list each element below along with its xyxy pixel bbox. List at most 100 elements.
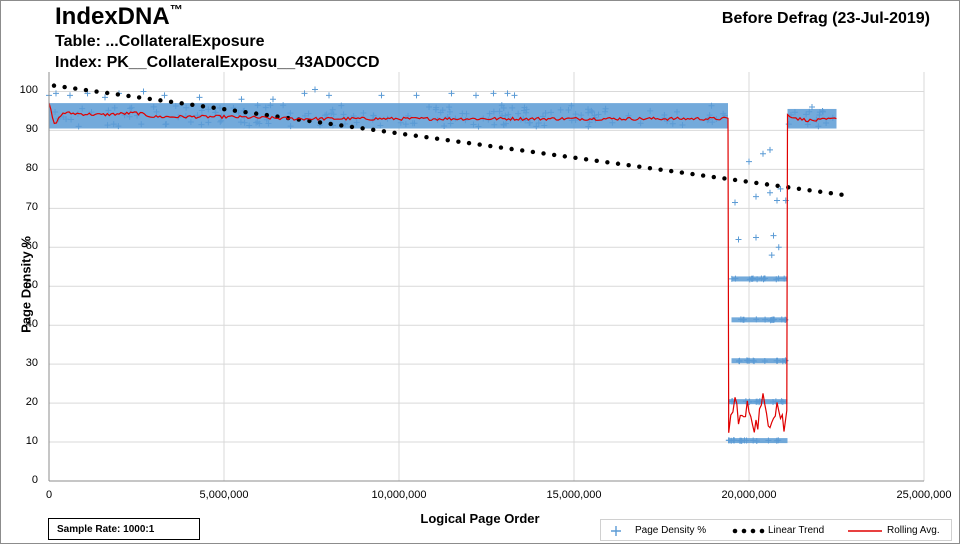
linear-trend-dots [51,83,844,197]
density-marker [775,275,782,282]
density-marker [322,112,329,119]
density-marker [402,121,409,128]
y-tick-label: 10 [25,435,38,448]
trend-dot [669,168,674,174]
x-tick-label: 20,000,000 [721,489,777,501]
density-marker [661,112,668,119]
density-marker [568,102,575,109]
density-marker [772,398,779,405]
trend-dot [754,180,759,186]
density-marker [647,107,654,114]
density-marker [413,92,420,99]
density-marker [183,104,190,111]
trend-dot [658,167,663,172]
y-tick-label: 90 [25,123,38,136]
sample-rate-box: Sample Rate: 1000:1 [48,518,200,540]
trend-dot [147,96,152,102]
trend-dot [328,121,333,127]
density-marker [150,103,157,110]
trend-dot [158,98,163,103]
density-marker [153,108,160,115]
density-marker [732,275,739,282]
density-marker [791,109,798,116]
density-marker [572,111,579,118]
density-marker [602,105,609,112]
density-marker [475,123,482,130]
density-marker [736,358,743,365]
y-tick-label: 40 [25,318,38,331]
density-marker [809,104,815,111]
density-marker [679,122,686,129]
density-marker [270,96,276,103]
density-marker [541,122,548,129]
density-marker [533,123,540,130]
density-marker [728,398,735,405]
trend-dot [509,146,514,152]
density-marker [777,185,784,192]
trend-dot [583,157,589,162]
density-marker [237,119,244,126]
density-marker [287,123,294,130]
density-marker [217,118,224,125]
legend-label-rolling: Rolling Avg. [887,525,940,536]
density-marker [779,358,786,365]
density-marker [589,108,596,115]
density-marker [205,119,212,126]
density-marker [746,158,752,165]
trend-dot [477,142,482,147]
density-marker [53,90,59,97]
density-marker [110,121,117,128]
trend-dot [211,105,216,110]
density-marker [767,189,773,196]
trend-dot [73,86,78,91]
y-axis-label: Page Density % [18,236,34,333]
trend-dot [62,84,67,90]
trend-dot [764,182,770,187]
density-marker [823,120,830,127]
trend-dot [626,163,631,168]
density-marker [500,122,507,129]
density-marker [426,103,433,110]
density-marker [760,150,766,157]
trend-dot [520,148,525,153]
density-marker [542,109,549,116]
density-marker [704,117,711,124]
trend-dot [637,164,642,169]
density-marker [360,109,367,116]
trend-dot [807,188,812,193]
trend-dot [222,107,227,112]
trend-dot [839,192,844,197]
chart-title: IndexDNA™ [55,2,183,30]
density-marker [578,112,585,119]
density-marker [743,357,750,364]
density-marker [161,92,168,99]
trend-dot [402,132,408,137]
rolling-avg-line [48,102,837,433]
density-marker [761,357,768,364]
density-band [787,108,837,129]
trend-dot [551,152,557,158]
density-marker [218,117,225,124]
density-marker [52,109,59,116]
density-marker [353,119,360,126]
density-marker [505,111,512,118]
density-marker [750,357,757,364]
density-marker [198,121,205,128]
legend-label-trend: Linear Trend [768,525,825,536]
density-marker [446,108,453,115]
x-axis-label: Logical Page Order [420,511,540,526]
density-marker [490,108,497,115]
density-marker [586,119,593,126]
density-marker [753,193,759,200]
density-marker [246,122,253,129]
y-tick-label: 30 [25,357,38,370]
density-marker [262,104,269,111]
density-marker [115,123,122,130]
trend-dot [679,170,685,175]
trend-dot [115,92,121,97]
density-marker [88,109,95,116]
density-marker [198,107,205,114]
trend-dot [605,160,610,165]
density-marker [819,107,826,114]
density-marker [775,437,782,444]
